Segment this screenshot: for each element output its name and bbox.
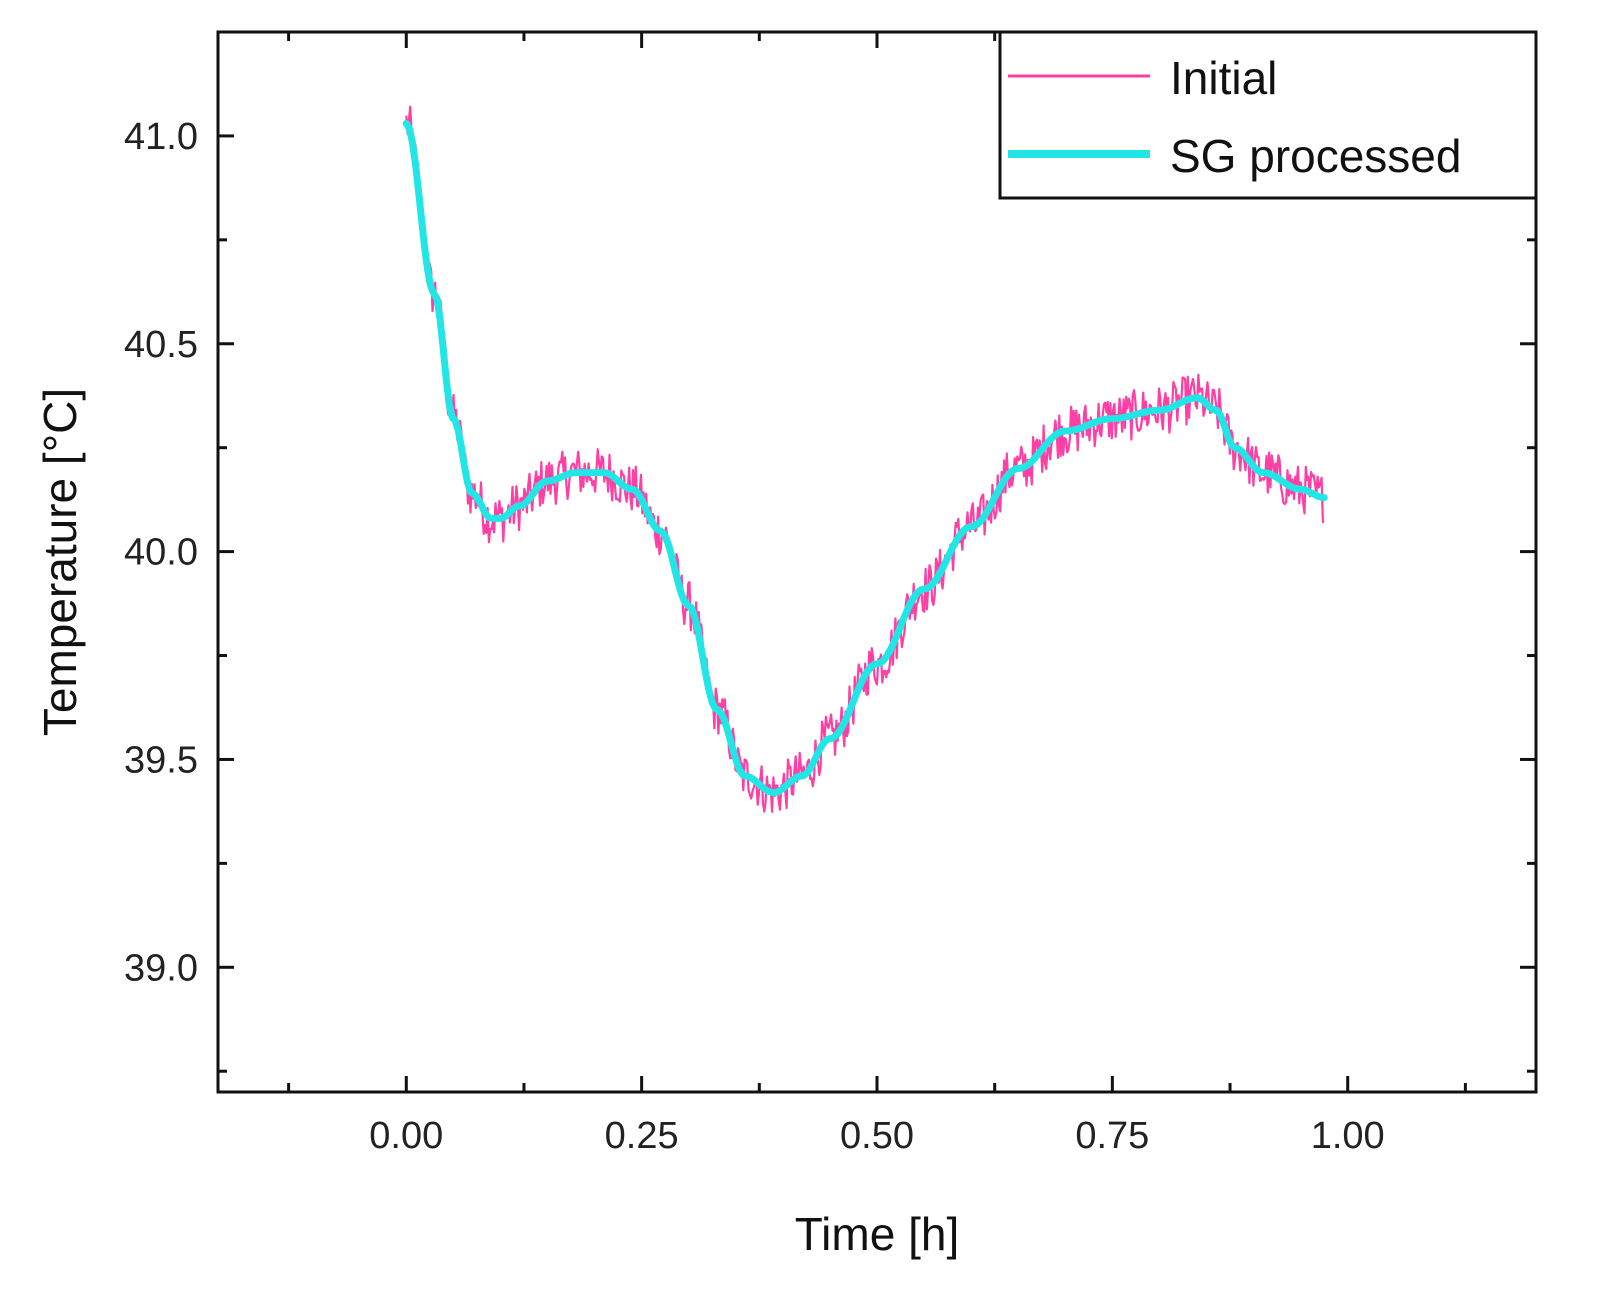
- y-axis-title: Temperature [°C]: [34, 388, 86, 736]
- legend-label-sg-processed: SG processed: [1170, 130, 1461, 182]
- y-tick-label: 40.0: [124, 532, 198, 574]
- x-axis-title: Time [h]: [795, 1208, 959, 1260]
- y-tick-label: 39.5: [124, 739, 198, 781]
- x-tick-label: 0.50: [840, 1115, 914, 1157]
- x-tick-label: 0.75: [1075, 1115, 1149, 1157]
- labels-layer: 0.00 0.25 0.50 0.75 1.00 39.0 39.5 40.0 40.5 41.0: [124, 116, 1385, 1157]
- y-tick-label: 39.0: [124, 947, 198, 989]
- x-tick-label: 1.00: [1311, 1115, 1385, 1157]
- y-tick-label: 40.5: [124, 324, 198, 366]
- y-tick-label: 41.0: [124, 116, 198, 158]
- series-layer: [402, 105, 1328, 813]
- x-tick-label: 0.25: [605, 1115, 679, 1157]
- plot-frame: [216, 30, 1538, 1094]
- legend-label-initial: Initial: [1170, 52, 1277, 104]
- x-tick-label: 0.00: [369, 1115, 443, 1157]
- legend-box: [998, 30, 1538, 200]
- legend: Initial SG processed: [998, 30, 1538, 200]
- series-line-sg-processed: [402, 120, 1328, 797]
- series-line-initial: [405, 105, 1325, 813]
